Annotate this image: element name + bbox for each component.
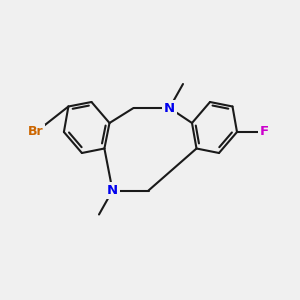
Text: F: F	[260, 125, 268, 139]
Text: N: N	[107, 184, 118, 197]
Text: Br: Br	[28, 125, 44, 139]
Text: N: N	[164, 101, 175, 115]
